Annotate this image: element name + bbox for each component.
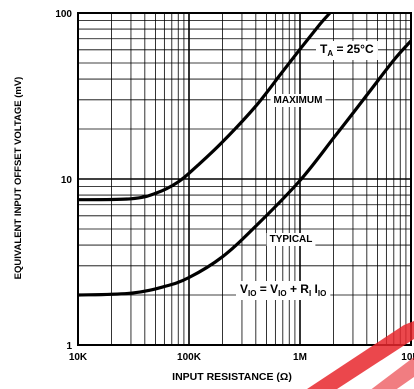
x-tick-label: 10K [69,352,88,363]
label-maximum: MAXIMUM [270,94,326,107]
svg-text:TA = 25°C: TA = 25°C [320,42,374,58]
svg-text:MAXIMUM: MAXIMUM [274,95,323,106]
series-line-typical [78,39,411,297]
curves [78,13,411,297]
x-tick-label: 100K [177,352,202,363]
label-temperature: TA = 25°C [316,41,378,60]
plot-frame [77,12,412,346]
x-axis-label: INPUT RESISTANCE (Ω) [172,371,292,383]
y-axis-label: EQUIVALENT INPUT OFFSET VOLTAGE (mV) [13,77,24,280]
label-typical: TYPICAL [266,233,316,246]
label-formula: VIO = VIO + RI IIO [236,281,331,300]
svg-text:VIO = VIO + RI IIO: VIO = VIO + RI IIO [240,282,326,298]
y-tick-label: 1 [66,341,72,352]
x-tick-label: 1M [293,352,307,363]
y-tick-label: 100 [55,9,72,20]
y-tick-label: 10 [61,175,73,186]
grid [77,12,412,346]
series-line-maximum [78,13,332,202]
x-tick-label: 10M [401,352,414,363]
annotations: MAXIMUM TYPICAL TA = 25°C VIO = VIO + RI II… [236,41,378,300]
svg-text:TYPICAL: TYPICAL [270,234,313,245]
